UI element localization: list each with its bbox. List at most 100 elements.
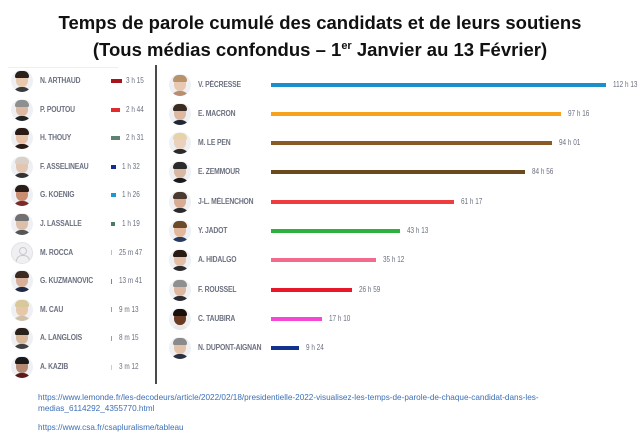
minor-bar [111, 193, 116, 198]
avatar-body [171, 295, 189, 301]
main-candidate-name: Y. JADOT [198, 226, 228, 235]
avatar-hair [173, 162, 187, 170]
avatar-body [13, 172, 31, 178]
avatar-hair [15, 271, 29, 279]
minor-candidate-name: J. LASSALLE [40, 219, 82, 228]
subtitle-prefix: (Tous médias confondus – 1 [92, 39, 342, 60]
candidate-avatar [169, 161, 191, 184]
source-link-csa[interactable]: https://www.csa.fr/csapluralisme/tableau [38, 423, 184, 432]
avatar-hair [173, 74, 187, 82]
candidate-avatar [11, 127, 33, 150]
main-candidate-name: V. PÉCRESSE [198, 79, 241, 89]
minor-value-label: 9 m 13 [119, 304, 139, 314]
minor-candidate-name: N. ARTHAUD [40, 76, 81, 85]
minor-bar [111, 250, 113, 256]
minor-value-label: 25 m 47 [119, 247, 143, 257]
avatar-body [13, 287, 31, 293]
candidate-avatar [11, 184, 33, 207]
candidate-avatar [169, 249, 191, 272]
avatar-hair [173, 103, 187, 111]
candidate-avatar [11, 356, 33, 378]
main-candidate-name: N. DUPONT-AIGNAN [198, 343, 262, 353]
main-value-label: 9 h 24 [306, 343, 324, 353]
main-bar [271, 199, 454, 204]
minor-bar [111, 222, 116, 226]
avatar-body [171, 149, 189, 155]
avatar-hair [173, 308, 187, 316]
avatar-hair [15, 99, 29, 107]
candidate-avatar [169, 190, 191, 213]
minor-value-label: 2 h 44 [126, 104, 144, 114]
main-bar [271, 111, 562, 116]
avatar-body [13, 344, 31, 350]
candidate-avatar [169, 73, 191, 96]
avatar-body [171, 354, 189, 360]
panel-divider [155, 65, 157, 384]
avatar-hair [173, 338, 187, 346]
minor-bar [111, 278, 112, 284]
main-bar [271, 82, 606, 87]
avatar-body [171, 178, 189, 184]
avatar-hair [173, 279, 187, 287]
minor-value-label: 1 h 32 [122, 161, 140, 171]
main-value-label: 17 h 10 [329, 313, 351, 323]
main-bar [271, 258, 377, 263]
avatar-hair [15, 156, 29, 164]
minor-bar [111, 107, 121, 112]
candidate-avatar [169, 220, 191, 242]
candidate-avatar [169, 132, 191, 155]
minor-candidate-name: P. POUTOU [40, 104, 75, 114]
minor-candidate-name: M. CAU [40, 304, 64, 314]
avatar-hair [15, 214, 29, 221]
avatar-body [171, 324, 189, 330]
minor-candidate-name: H. THOUY [40, 133, 72, 143]
chart-title: Temps de parole cumulé des candidats et … [58, 12, 582, 33]
avatar-hair [15, 185, 29, 193]
main-candidate-name: F. ROUSSEL [198, 284, 237, 294]
main-value-label: 35 h 12 [383, 255, 405, 265]
minor-bar [111, 164, 117, 169]
top-separator-line [8, 67, 118, 68]
avatar-hair [173, 133, 187, 141]
candidate-avatar [169, 337, 191, 360]
main-candidate-name: M. LE PEN [198, 138, 231, 148]
subtitle-suffix: Janvier au 13 Février) [351, 39, 548, 60]
main-value-label: 43 h 13 [407, 226, 429, 235]
main-bar [271, 141, 552, 146]
chart-subtitle: (Tous médias confondus – 1er Janvier au … [0, 35, 640, 61]
main-candidate-name: C. TAUBIRA [198, 313, 236, 323]
main-bar [271, 287, 352, 292]
avatar-body [13, 201, 31, 207]
person-icon-body [16, 254, 30, 262]
main-value-label: 97 h 16 [568, 108, 590, 118]
person-icon-head [19, 246, 27, 255]
main-value-label: 94 h 01 [558, 138, 581, 148]
minor-bar [111, 307, 112, 313]
main-bar [271, 229, 401, 233]
candidate-avatar [11, 155, 33, 178]
minor-candidate-name: G. KUZMANOVIC [40, 276, 93, 286]
avatar-hair [173, 250, 187, 258]
candidate-avatar [11, 327, 33, 350]
avatar-hair [15, 328, 29, 336]
avatar-body [13, 230, 31, 235]
avatar-hair [15, 299, 29, 307]
main-value-label: 112 h 13 [613, 79, 638, 89]
avatar-body [171, 237, 189, 242]
main-value-label: 26 h 59 [358, 284, 380, 294]
avatar-body [13, 115, 31, 121]
candidate-avatar [11, 213, 33, 235]
candidate-avatar [11, 270, 33, 293]
source-link-lemonde[interactable]: https://www.lemonde.fr/les-decodeurs/art… [38, 393, 539, 413]
candidate-avatar [11, 298, 33, 321]
avatar-placeholder-icon [11, 241, 33, 264]
avatar-body [13, 87, 31, 92]
avatar-body [171, 266, 189, 272]
main-candidate-name: J-L. MÉLENCHON [198, 196, 254, 206]
main-bar [271, 346, 300, 351]
main-candidate-name: E. ZEMMOUR [198, 167, 240, 177]
candidate-avatar [11, 70, 33, 92]
minor-value-label: 13 m 41 [119, 276, 143, 286]
main-value-label: 84 h 56 [531, 167, 553, 177]
subtitle-superscript: er [341, 40, 352, 52]
